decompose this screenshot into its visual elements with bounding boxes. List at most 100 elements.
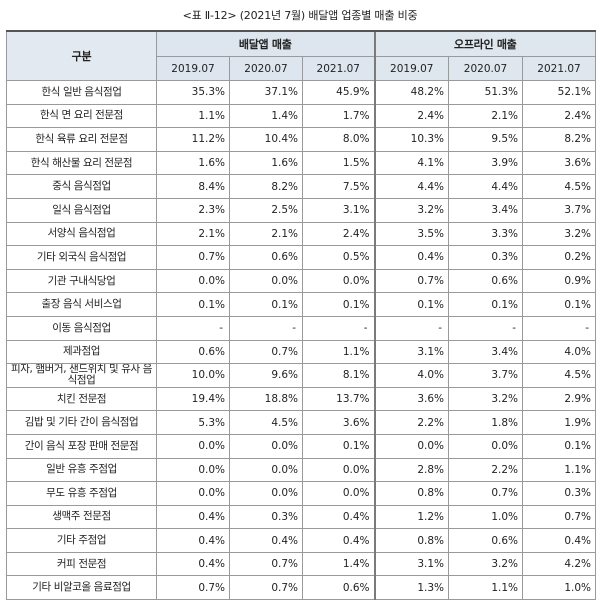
value-cell: 1.4% [229,103,303,129]
value-cell: 1.4% [302,551,375,577]
value-cell: 2.1% [448,103,523,129]
value-cell: - [521,315,597,341]
value-cell: 1.1% [302,339,375,365]
value-cell: 45.9% [302,80,375,105]
value-cell: 3.1% [302,197,375,223]
value-cell: 1.8% [448,410,523,435]
value-cell: 3.6% [302,410,375,435]
value-cell: 0.0% [156,268,230,294]
year-header: 2021.07 [521,56,597,81]
value-cell: 0.0% [302,457,375,483]
table-row: 한식 면 요리 전문점 1.1% 1.4% 1.7% 2.4% 2.1% 2.4% [6,103,597,129]
value-cell: 2.5% [229,197,303,223]
value-cell: 52.1% [521,80,597,105]
delivery-group-header: 배달앱 매출 [156,30,375,57]
value-cell: 0.7% [373,268,449,294]
value-cell: 0.1% [448,292,523,317]
row-label: 중식 음식점업 [6,174,157,199]
value-cell: 0.4% [302,528,375,553]
value-cell: 1.9% [521,410,597,435]
value-cell: 0.5% [302,245,375,270]
value-cell: 0.4% [156,551,230,577]
value-cell: 1.1% [448,575,523,601]
table-row: 중식 음식점업 8.4% 8.2% 7.5% 4.4% 4.4% 4.5% [6,174,597,199]
value-cell: 0.3% [448,245,523,270]
table-row: 기타 비알코올 음료점업 0.7% 0.7% 0.6% 1.3% 1.1% 1.0% [6,575,597,601]
value-cell: 0.0% [448,433,523,459]
value-cell: - [448,315,523,341]
value-cell: 0.0% [229,268,303,294]
value-cell: 2.1% [229,221,303,247]
value-cell: 4.5% [521,363,597,388]
value-cell: 3.5% [373,221,449,247]
value-cell: 3.1% [373,339,449,365]
value-cell: 2.2% [448,457,523,483]
row-label: 한식 육류 요리 전문점 [6,127,157,152]
value-cell: 7.5% [302,174,375,199]
value-cell: 3.3% [448,221,523,247]
year-header: 2020.07 [229,56,303,81]
table-row: 기타 외국식 음식점업 0.7% 0.6% 0.5% 0.4% 0.3% 0.2% [6,245,597,270]
value-cell: 0.8% [373,481,449,506]
value-cell: 3.1% [373,551,449,577]
value-cell: 3.4% [448,197,523,223]
table-row: 제과점업 0.6% 0.7% 1.1% 3.1% 3.4% 4.0% [6,339,597,365]
value-cell: 0.2% [521,245,597,270]
table-row: 출장 음식 서비스업 0.1% 0.1% 0.1% 0.1% 0.1% 0.1% [6,292,597,317]
value-cell: 8.2% [229,174,303,199]
value-cell: 10.3% [373,127,449,152]
value-cell: 3.7% [448,363,523,388]
table-row: 한식 일반 음식점업 35.3% 37.1% 45.9% 48.2% 51.3% 52.1% [6,80,597,105]
value-cell: 0.6% [156,339,230,365]
value-cell: 4.1% [373,150,449,176]
table-row: 간이 음식 포장 판매 전문점 0.0% 0.0% 0.1% 0.0% 0.0% 0.1% [6,433,597,459]
value-cell: 8.2% [521,127,597,152]
value-cell: 0.0% [229,481,303,506]
row-label: 제과점업 [6,339,157,365]
table-row: 피자, 햄버거, 샌드위치 및 유사 음식점업 10.0% 9.6% 8.1% 4.0%… [6,363,597,388]
value-cell: 0.7% [448,481,523,506]
value-cell: 4.2% [521,551,597,577]
value-cell: 0.7% [229,339,303,365]
row-label: 기관 구내식당업 [6,268,157,294]
row-label: 생맥주 전문점 [6,504,157,530]
value-cell: 8.0% [302,127,375,152]
value-cell: 0.6% [302,575,375,601]
value-cell: 0.6% [448,528,523,553]
table-row: 무도 유흥 주점업 0.0% 0.0% 0.0% 0.8% 0.7% 0.3% [6,481,597,506]
value-cell: 3.6% [521,150,597,176]
table-row: 한식 육류 요리 전문점 11.2% 10.4% 8.0% 10.3% 9.5% 8.2% [6,127,597,152]
value-cell: 4.0% [521,339,597,365]
value-cell: 0.0% [302,481,375,506]
value-cell: 0.4% [373,245,449,270]
value-cell: 1.6% [229,150,303,176]
value-cell: - [229,315,303,341]
row-label: 피자, 햄버거, 샌드위치 및 유사 음식점업 [6,363,157,388]
table-row: 일반 유흥 주점업 0.0% 0.0% 0.0% 2.8% 2.2% 1.1% [6,457,597,483]
value-cell: 3.6% [373,386,449,412]
value-cell: 2.1% [156,221,230,247]
value-cell: 0.1% [521,292,597,317]
value-cell: 9.5% [448,127,523,152]
value-cell: 4.4% [373,174,449,199]
value-cell: 10.0% [156,363,230,388]
value-cell: 4.4% [448,174,523,199]
value-cell: 3.4% [448,339,523,365]
row-label: 치킨 전문점 [6,386,157,412]
value-cell: 1.0% [521,575,597,601]
value-cell: 0.8% [373,528,449,553]
value-cell: 0.1% [521,433,597,459]
value-cell: 0.3% [229,504,303,530]
value-cell: 0.1% [302,433,375,459]
value-cell: 4.5% [229,410,303,435]
value-cell: 0.4% [156,528,230,553]
value-cell: 1.6% [156,150,230,176]
value-cell: 0.9% [521,268,597,294]
row-label: 기타 주점업 [6,528,157,553]
value-cell: 9.6% [229,363,303,388]
value-cell: 0.4% [156,504,230,530]
table-row: 서양식 음식점업 2.1% 2.1% 2.4% 3.5% 3.3% 3.2% [6,221,597,247]
value-cell: 8.4% [156,174,230,199]
category-header: 구분 [6,30,157,81]
value-cell: 2.3% [156,197,230,223]
